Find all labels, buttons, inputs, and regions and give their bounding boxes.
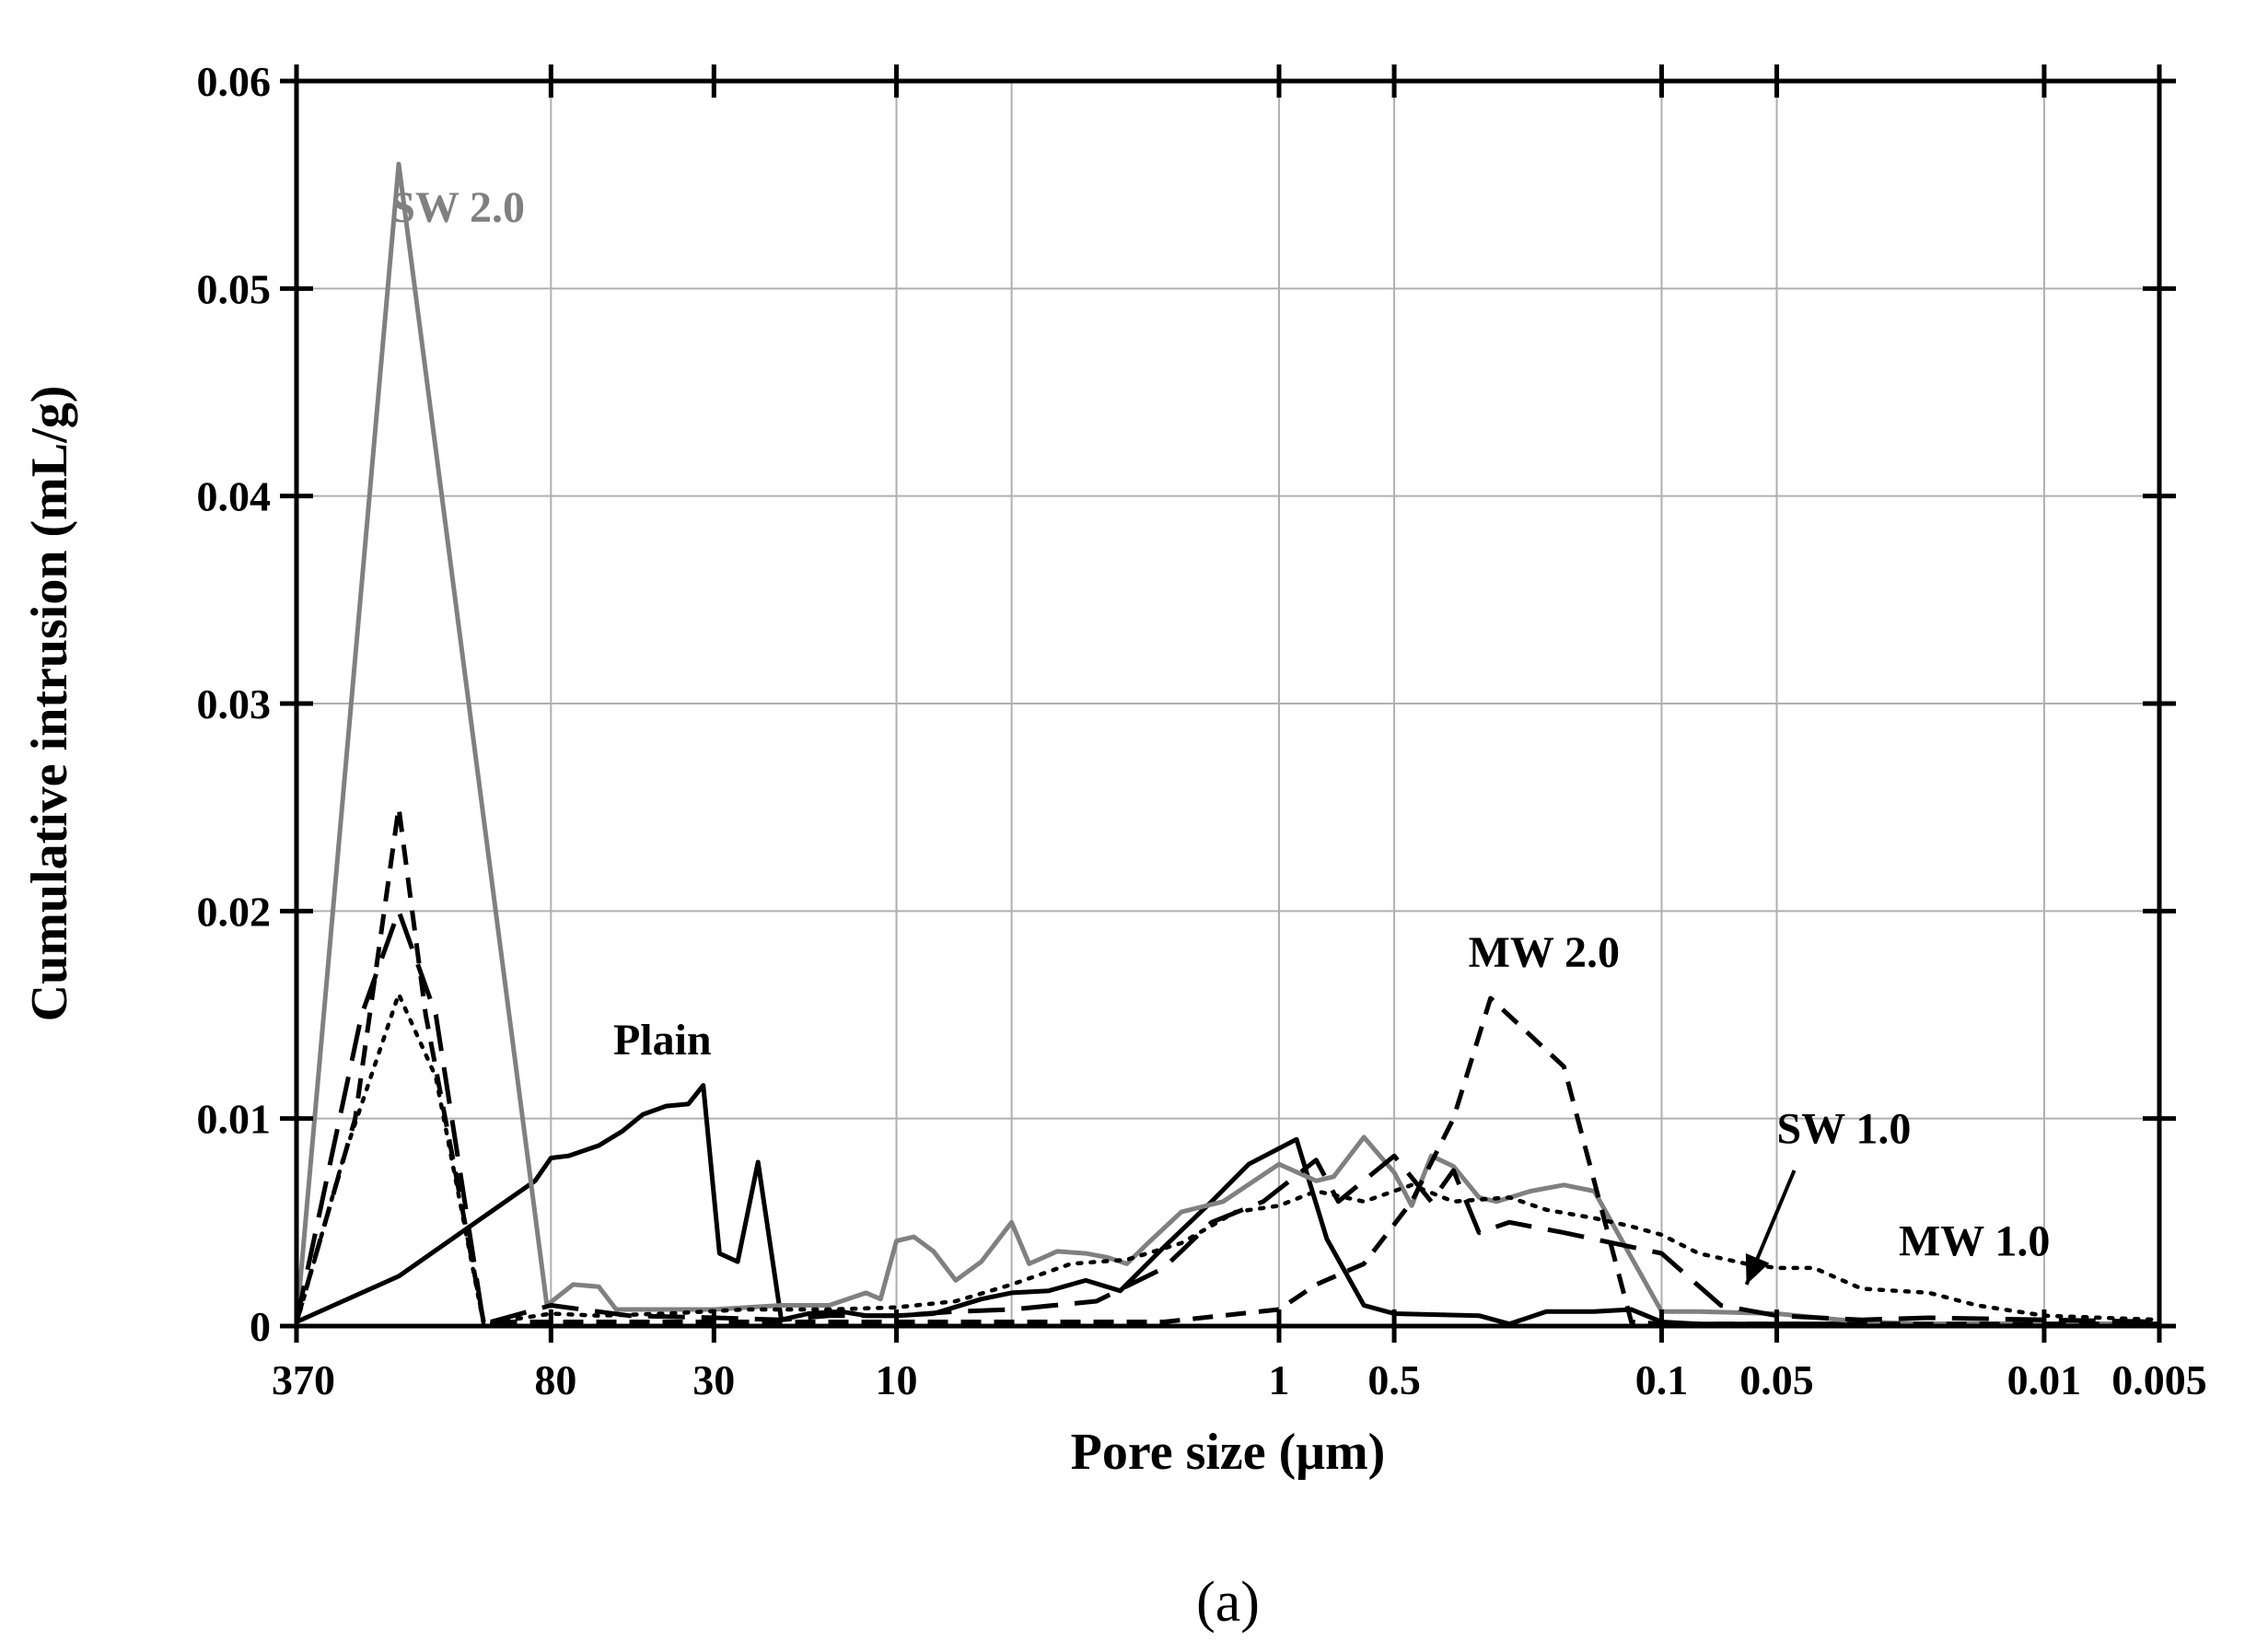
grid-lines	[297, 81, 2159, 1326]
series-label-sw-1-0: SW 1.0	[1777, 1105, 1912, 1154]
figure-caption: (a)	[1196, 1571, 1260, 1634]
series-label-sw-2-0: SW 2.0	[390, 183, 525, 232]
series-label-mw-1-0: MW 1.0	[1899, 1216, 2050, 1265]
series-line-plain	[295, 1083, 2159, 1327]
series-line-mw-1-0	[294, 992, 2162, 1326]
x-tick-label: 10	[876, 1356, 918, 1403]
series-lines	[294, 161, 2162, 1327]
x-tick-label: 1	[1269, 1356, 1290, 1403]
series-arrowhead-sw-1-0	[1745, 1252, 1770, 1285]
axis-ticks: 0 0.01 0.02 0.03 0.04 0.05 0.06 370 80 30 10 1 0.5 0.…	[197, 58, 2207, 1403]
y-tick-label: 0.05	[197, 265, 272, 312]
x-tick-label: 30	[692, 1356, 735, 1403]
x-tick-label: 80	[534, 1356, 576, 1403]
y-tick-label: 0.03	[197, 681, 272, 727]
x-tick-label: 0.01	[2007, 1356, 2082, 1403]
x-tick-label: 0.1	[1635, 1356, 1689, 1403]
series-label-mw-2-0: MW 2.0	[1469, 928, 1620, 977]
y-tick-label: 0.02	[197, 888, 272, 935]
series-line-sw-2-0	[294, 161, 2159, 1327]
y-tick-label: 0.01	[197, 1096, 272, 1143]
x-tick-label: 0.5	[1367, 1356, 1421, 1403]
x-tick-label: 0.05	[1739, 1356, 1814, 1403]
series-line-mw-2-0	[294, 805, 2159, 1327]
y-tick-label: 0	[250, 1303, 271, 1350]
y-tick-label: 0.04	[197, 473, 272, 520]
x-axis-title: Pore size (μm)	[1071, 1424, 1386, 1481]
y-axis-title: Cumulative intrusion (mL/g)	[21, 386, 78, 1022]
x-tick-label: 370	[272, 1356, 335, 1403]
y-tick-label: 0.06	[197, 58, 272, 105]
series-label-plain: Plain	[613, 1016, 712, 1065]
x-tick-label: 0.005	[2111, 1356, 2207, 1403]
series-labels: Plain SW 2.0 MW 2.0 SW 1.0 MW 1.0	[390, 183, 2050, 1286]
